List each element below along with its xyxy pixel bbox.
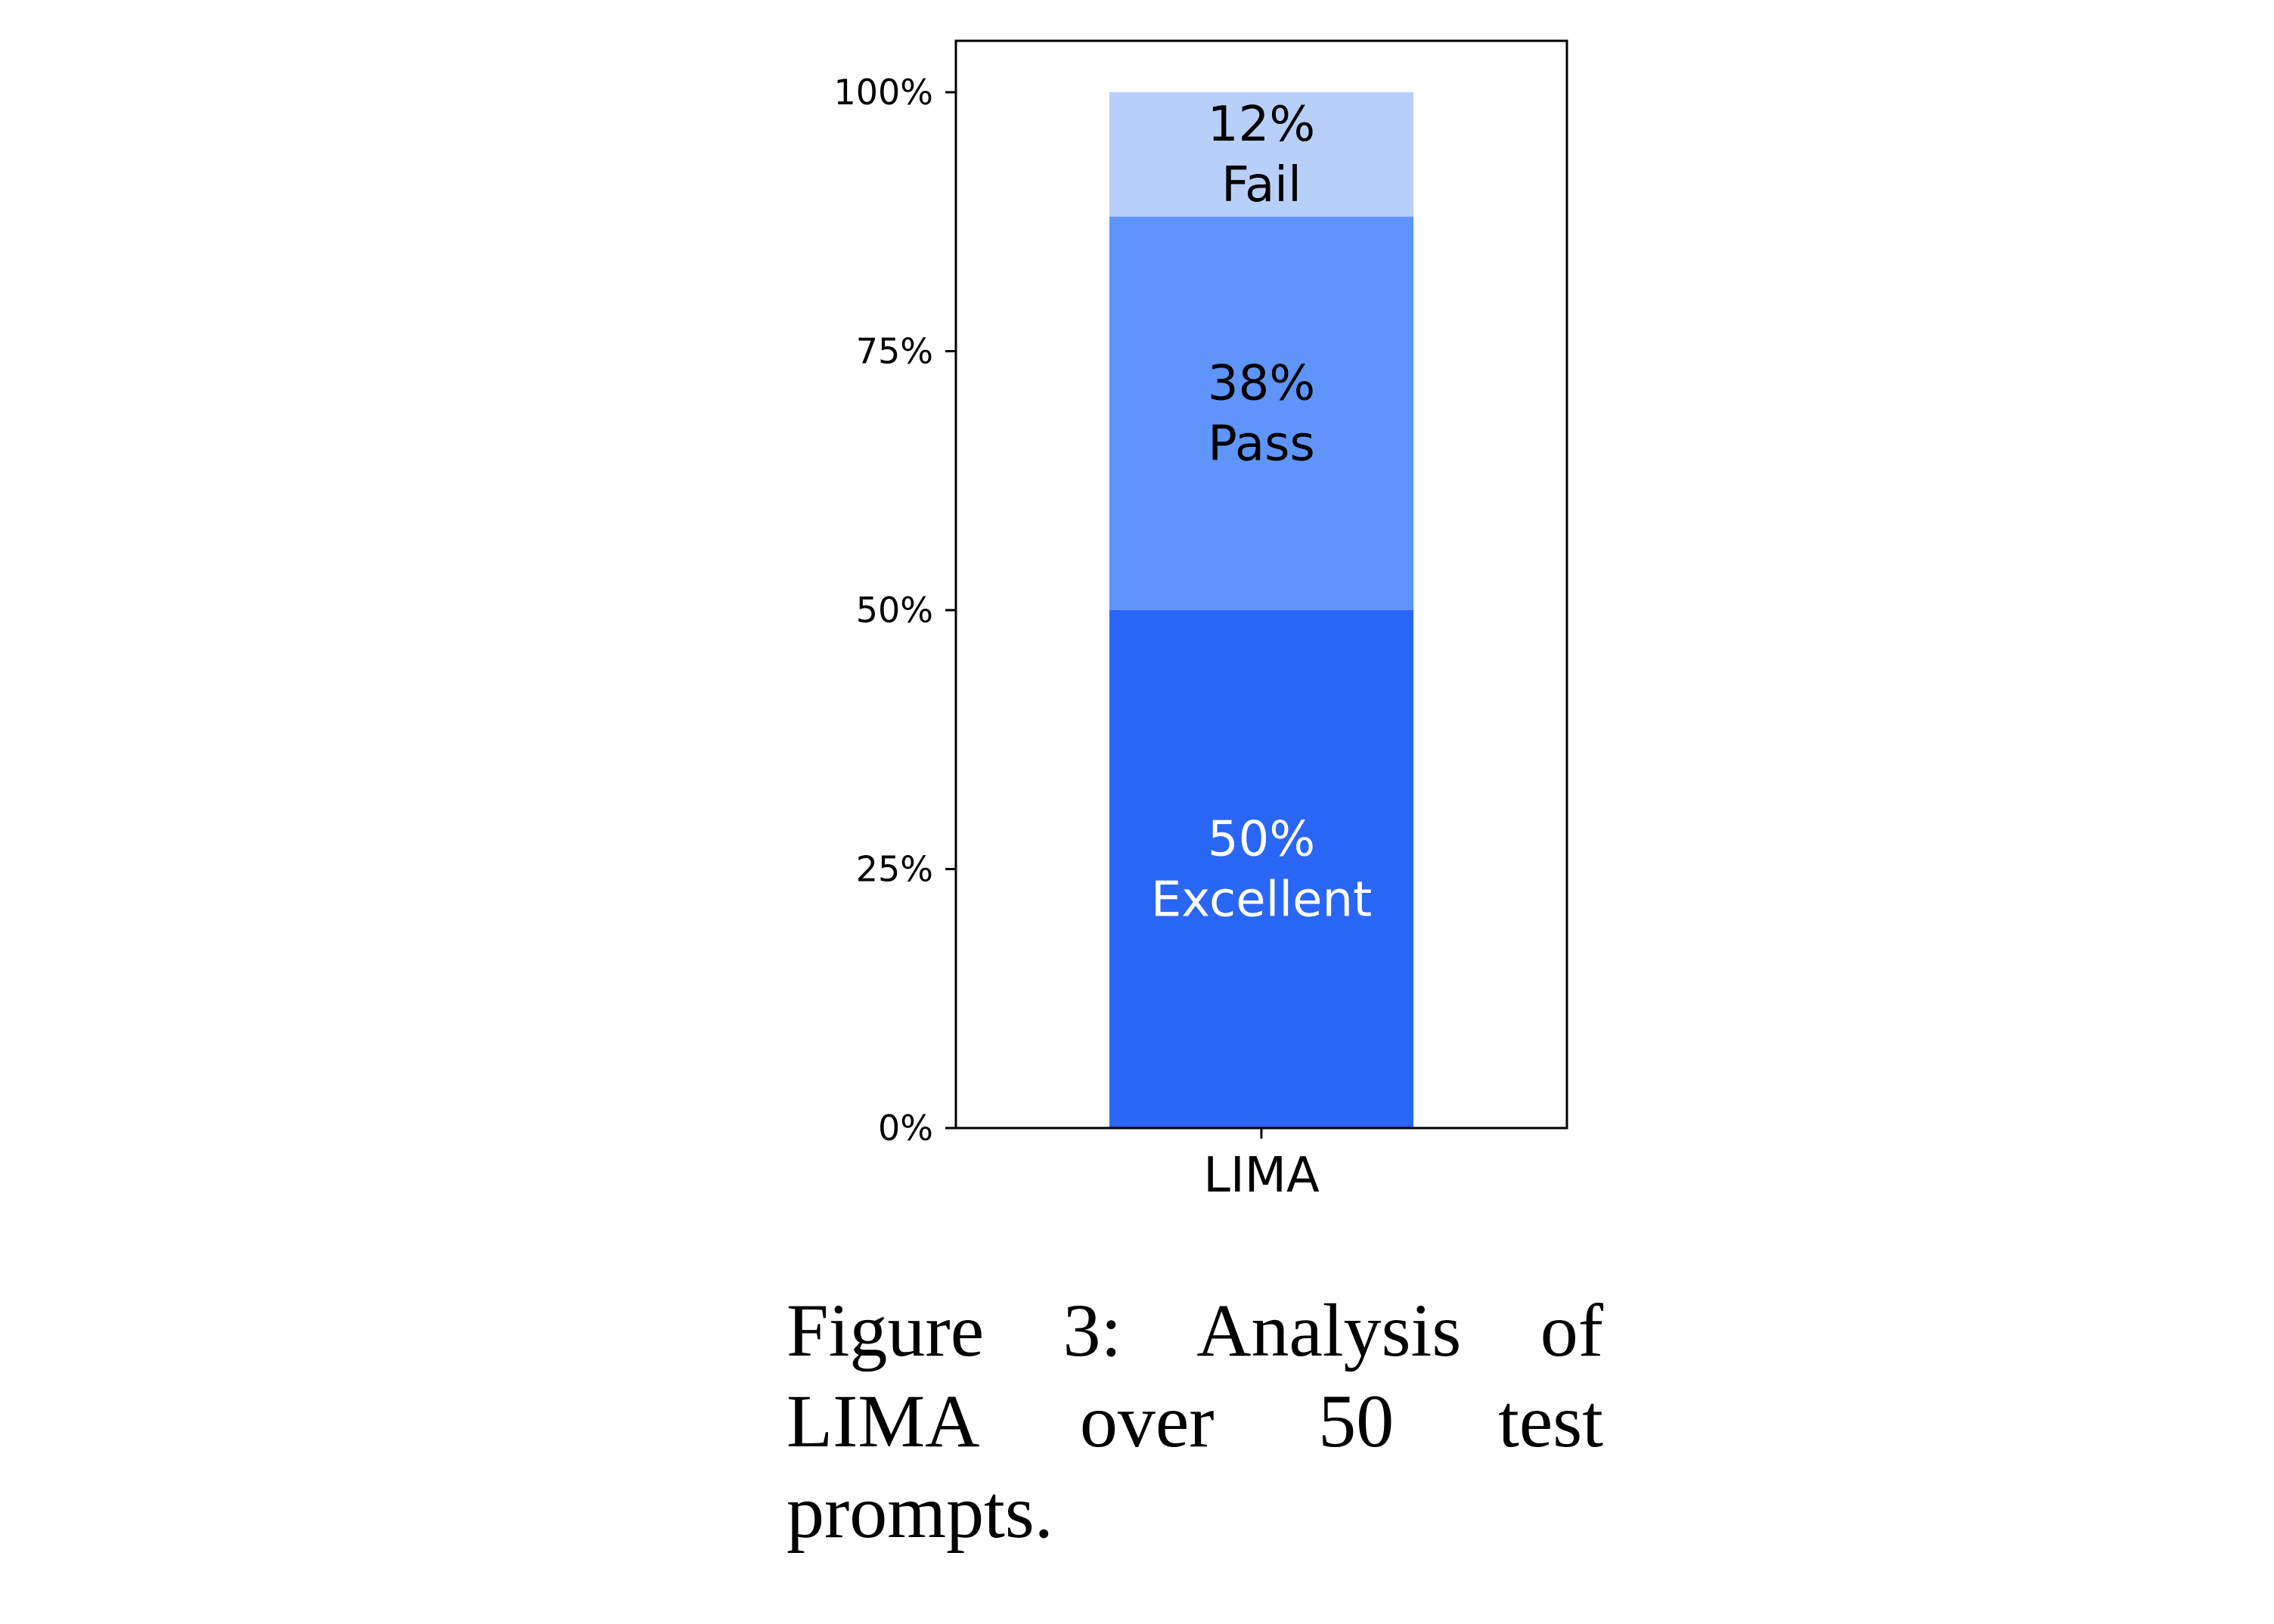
segment-label-pass: 38% Pass <box>1208 356 1315 473</box>
segment-label-fail: 12% Fail <box>1208 97 1315 213</box>
y-tick-label: 50% <box>856 590 933 631</box>
segment-name-excellent: Excellent <box>1151 872 1372 928</box>
bar-segment-excellent <box>1109 610 1413 1128</box>
bar-segment-pass <box>1109 216 1413 610</box>
x-tick-label: LIMA <box>1203 1148 1320 1204</box>
figure-caption: Figure 3: Analysis of LIMA over 50 test … <box>786 1288 1603 1554</box>
y-axis: 0% 25% 50% 75% 100% <box>833 72 956 1148</box>
segment-percent-fail: 12% <box>1208 97 1315 153</box>
bar-segment-fail <box>1109 92 1413 217</box>
y-tick-label: 25% <box>856 849 933 890</box>
x-axis: LIMA <box>1203 1128 1320 1204</box>
segment-percent-excellent: 50% <box>1208 812 1315 868</box>
segment-name-fail: Fail <box>1221 157 1301 213</box>
segment-labels: 50% Excellent 38% Pass 12% Fail <box>1151 97 1372 928</box>
segment-label-excellent: 50% Excellent <box>1151 812 1372 928</box>
y-tick-label: 100% <box>833 72 933 113</box>
y-tick-label: 0% <box>878 1108 933 1148</box>
bar-segments <box>1109 92 1413 1128</box>
segment-percent-pass: 38% <box>1208 356 1315 412</box>
y-tick-label: 75% <box>856 331 933 372</box>
segment-name-pass: Pass <box>1208 417 1315 473</box>
